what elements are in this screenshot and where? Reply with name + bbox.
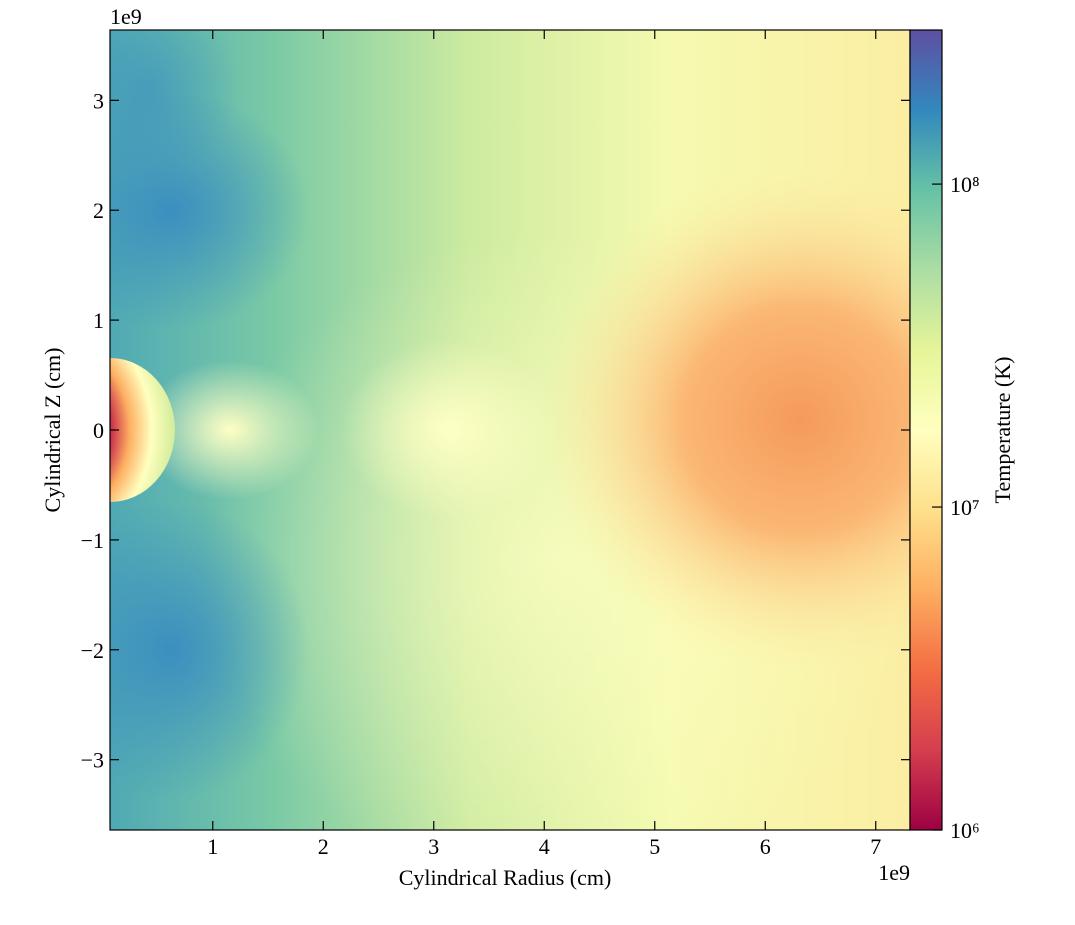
x-tick-label: 6: [760, 834, 771, 859]
x-axis-label: Cylindrical Radius (cm): [399, 865, 612, 890]
heatmap-image: [110, 30, 910, 830]
colorbar-tick-label: 10⁷: [950, 495, 980, 520]
colorbar: [909, 29, 943, 831]
y-tick-label: 1: [93, 308, 104, 333]
y-tick-label: −3: [81, 748, 104, 773]
x-tick-label: 5: [649, 834, 660, 859]
x-tick-label: 7: [870, 834, 881, 859]
x-tick-label: 2: [318, 834, 329, 859]
colorbar-tick-label: 10⁶: [950, 818, 980, 843]
y-offset-label: 1e9: [110, 4, 142, 29]
y-tick-label: 2: [93, 198, 104, 223]
y-tick-label: −2: [81, 638, 104, 663]
y-tick-label: 3: [93, 88, 104, 113]
x-offset-label: 1e9: [878, 860, 910, 885]
colorbar-label: Temperature (K): [990, 357, 1015, 504]
x-tick-label: 4: [539, 834, 550, 859]
y-tick-label: 0: [93, 418, 104, 443]
colorbar-tick-label: 10⁸: [950, 172, 980, 197]
x-tick-label: 3: [428, 834, 439, 859]
x-tick-label: 1: [207, 834, 218, 859]
y-tick-label: −1: [81, 528, 104, 553]
y-axis-label: Cylindrical Z (cm): [40, 348, 65, 513]
